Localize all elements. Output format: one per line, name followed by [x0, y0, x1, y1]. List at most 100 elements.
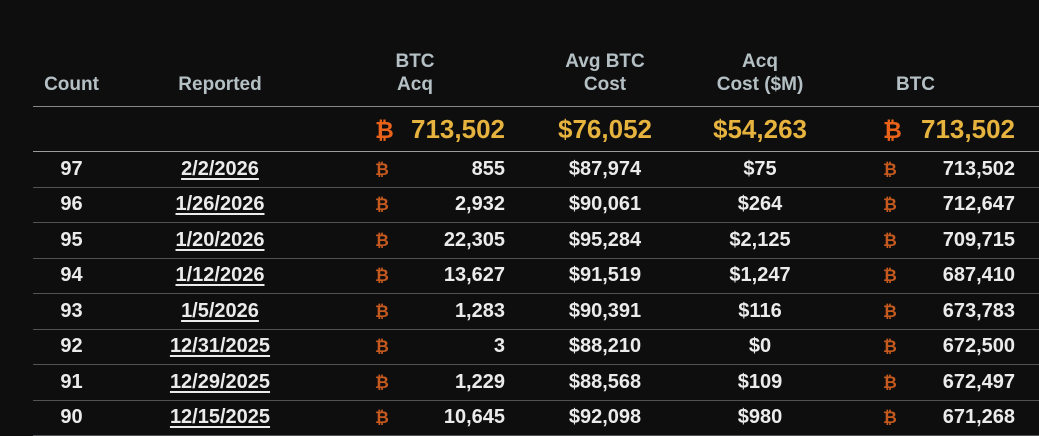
reported-cell: 2/2/2026 — [110, 152, 330, 188]
btc-total-value: 672,500 — [942, 335, 1015, 358]
table-body: 97 2/2/2026 ₿ 855 $87,974 $75 ₿ 713,502 … — [33, 152, 1039, 436]
btc-total-value: 713,502 — [942, 157, 1015, 180]
table-row: 95 1/20/2026 ₿ 22,305 $95,284 $2,125 ₿ 7… — [33, 223, 1039, 259]
btc-acq-value: 10,645 — [443, 406, 505, 429]
bitcoin-icon: ₿ — [883, 266, 897, 286]
column-header-reported: Reported — [110, 0, 330, 107]
count-cell: 97 — [33, 152, 110, 188]
reported-date-link[interactable]: 1/20/2026 — [175, 228, 265, 251]
avg-btc-cost-cell: $92,098 — [520, 401, 690, 436]
avg-btc-cost-cell: $90,391 — [520, 294, 690, 330]
btc-acq-cell: ₿ 2,932 — [330, 188, 520, 223]
btc-total-cell: ₿ 672,500 — [830, 330, 1039, 365]
btc-acq-cell: ₿ 10,645 — [330, 401, 520, 436]
btc-total-value: 712,647 — [942, 193, 1015, 216]
summary-avg-btc-cost-cell: $76,052 — [520, 107, 690, 152]
table-row: 94 1/12/2026 ₿ 13,627 $91,519 $1,247 ₿ 6… — [33, 259, 1039, 294]
column-header-btc: BTC — [830, 0, 1039, 107]
acq-cost-cell: $0 — [690, 330, 830, 365]
reported-date-link[interactable]: 2/2/2026 — [181, 157, 259, 180]
bitcoin-icon: ₿ — [375, 408, 389, 428]
btc-total-value: 672,497 — [942, 370, 1015, 393]
reported-date-link[interactable]: 12/15/2025 — [169, 406, 271, 429]
reported-date-link[interactable]: 12/29/2025 — [169, 370, 271, 393]
summary-btc-total-cell: ₿ 713,502 — [830, 107, 1039, 152]
summary-btc-total-value: 713,502 — [921, 113, 1015, 144]
acq-cost-cell: $980 — [690, 401, 830, 436]
bitcoin-icon: ₿ — [883, 116, 902, 143]
bitcoin-icon: ₿ — [375, 230, 389, 250]
btc-acq-value: 1,229 — [454, 370, 505, 393]
btc-acq-value: 1,283 — [454, 299, 505, 322]
reported-cell: 1/26/2026 — [110, 188, 330, 223]
bitcoin-icon: ₿ — [375, 301, 389, 321]
column-header-acq-cost: Acq Cost ($M) — [690, 0, 830, 107]
btc-purchases-table: Count Reported BTC Acq Avg BTC Cost Acq … — [33, 0, 1039, 436]
btc-total-cell: ₿ 709,715 — [830, 223, 1039, 259]
count-cell: 95 — [33, 223, 110, 259]
bitcoin-icon: ₿ — [883, 301, 897, 321]
summary-row: ₿ 713,502 $76,052 $54,263 ₿ 713,502 — [33, 107, 1039, 152]
column-header-avg-btc-cost: Avg BTC Cost — [520, 0, 690, 107]
reported-cell: 12/31/2025 — [110, 330, 330, 365]
acq-cost-cell: $264 — [690, 188, 830, 223]
summary-btc-acq-cell: ₿ 713,502 — [330, 107, 520, 152]
reported-date-link[interactable]: 1/26/2026 — [175, 193, 265, 216]
btc-total-value: 709,715 — [942, 228, 1015, 251]
acq-cost-cell: $2,125 — [690, 223, 830, 259]
table-row: 92 12/31/2025 ₿ 3 $88,210 $0 ₿ 672,500 — [33, 330, 1039, 365]
btc-acq-cell: ₿ 1,229 — [330, 365, 520, 401]
column-header-count: Count — [33, 0, 110, 107]
bitcoin-icon: ₿ — [375, 116, 394, 143]
bitcoin-icon: ₿ — [883, 195, 897, 215]
btc-total-value: 673,783 — [942, 299, 1015, 322]
reported-date-link[interactable]: 1/12/2026 — [175, 264, 265, 287]
avg-btc-cost-cell: $90,061 — [520, 188, 690, 223]
bitcoin-icon: ₿ — [883, 372, 897, 392]
reported-date-link[interactable]: 12/31/2025 — [169, 335, 271, 358]
bitcoin-icon: ₿ — [375, 195, 389, 215]
btc-total-cell: ₿ 672,497 — [830, 365, 1039, 401]
btc-total-value: 671,268 — [942, 406, 1015, 429]
bitcoin-icon: ₿ — [375, 372, 389, 392]
table-row: 96 1/26/2026 ₿ 2,932 $90,061 $264 ₿ 712,… — [33, 188, 1039, 223]
btc-total-cell: ₿ 687,410 — [830, 259, 1039, 294]
header-row: Count Reported BTC Acq Avg BTC Cost Acq … — [33, 0, 1039, 107]
count-cell: 93 — [33, 294, 110, 330]
column-header-btc-acq: BTC Acq — [330, 0, 520, 107]
summary-section: ₿ 713,502 $76,052 $54,263 ₿ 713,502 — [33, 107, 1039, 152]
bitcoin-icon: ₿ — [375, 266, 389, 286]
btc-acq-value: 22,305 — [443, 228, 505, 251]
avg-btc-cost-cell: $87,974 — [520, 152, 690, 188]
btc-total-cell: ₿ 673,783 — [830, 294, 1039, 330]
acq-cost-cell: $109 — [690, 365, 830, 401]
btc-total-value: 687,410 — [942, 264, 1015, 287]
avg-btc-cost-cell: $91,519 — [520, 259, 690, 294]
btc-acq-value: 2,932 — [454, 193, 505, 216]
summary-acq-cost-cell: $54,263 — [690, 107, 830, 152]
btc-acq-value: 855 — [471, 157, 505, 180]
acq-cost-cell: $1,247 — [690, 259, 830, 294]
bitcoin-icon: ₿ — [375, 159, 389, 179]
reported-cell: 1/20/2026 — [110, 223, 330, 259]
summary-empty-reported-cell — [110, 107, 330, 152]
table-row: 91 12/29/2025 ₿ 1,229 $88,568 $109 ₿ 672… — [33, 365, 1039, 401]
reported-date-link[interactable]: 1/5/2026 — [181, 299, 259, 322]
acq-cost-cell: $75 — [690, 152, 830, 188]
count-cell: 92 — [33, 330, 110, 365]
avg-btc-cost-cell: $88,568 — [520, 365, 690, 401]
table-header: Count Reported BTC Acq Avg BTC Cost Acq … — [33, 0, 1039, 107]
count-cell: 94 — [33, 259, 110, 294]
acq-cost-cell: $116 — [690, 294, 830, 330]
reported-cell: 1/5/2026 — [110, 294, 330, 330]
table-row: 97 2/2/2026 ₿ 855 $87,974 $75 ₿ 713,502 — [33, 152, 1039, 188]
summary-btc-acq-value: 713,502 — [411, 113, 505, 144]
btc-total-cell: ₿ 712,647 — [830, 188, 1039, 223]
summary-empty-count-cell — [33, 107, 110, 152]
avg-btc-cost-cell: $95,284 — [520, 223, 690, 259]
bitcoin-icon: ₿ — [883, 159, 897, 179]
count-cell: 91 — [33, 365, 110, 401]
table-row: 93 1/5/2026 ₿ 1,283 $90,391 $116 ₿ 673,7… — [33, 294, 1039, 330]
btc-acq-value: 13,627 — [443, 264, 505, 287]
btc-acq-cell: ₿ 1,283 — [330, 294, 520, 330]
